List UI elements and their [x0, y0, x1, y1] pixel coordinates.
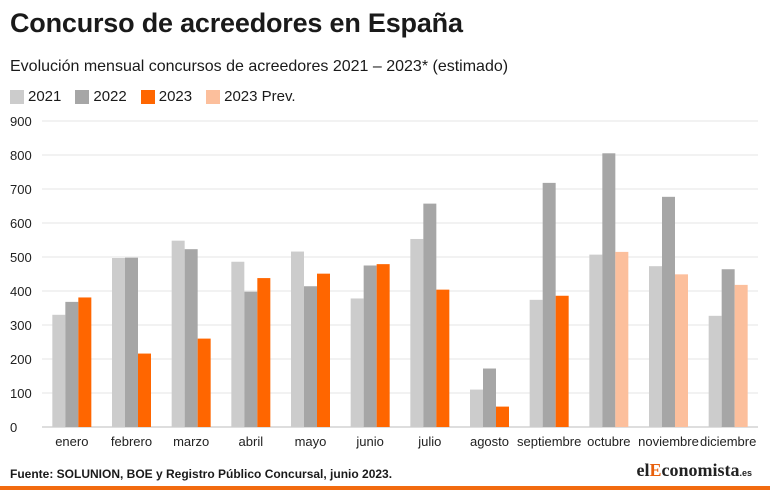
bar-2021-mayo	[291, 251, 304, 427]
legend-label: 2022	[93, 88, 127, 105]
bar-2022-abril	[244, 291, 258, 427]
legend-label: 2021	[28, 88, 62, 105]
eleconomista-logo: elEconomista.es	[636, 460, 752, 480]
bar-2022-diciembre	[721, 269, 735, 427]
y-tick-label: 100	[10, 386, 32, 401]
bar-2021-abril	[231, 261, 245, 427]
bar-2023-junio	[376, 264, 390, 427]
x-tick-label: diciembre	[700, 434, 756, 449]
bottom-accent-bar	[0, 486, 770, 490]
chart-subtitle: Evolución mensual concursos de acreedore…	[10, 58, 509, 75]
legend-swatch	[75, 89, 90, 104]
legend-swatch	[206, 89, 221, 104]
x-tick-label: julio	[417, 434, 441, 449]
bar-2023-prev.-octubre	[615, 251, 629, 427]
x-tick-label: junio	[355, 434, 383, 449]
bar-2023-abril	[257, 278, 271, 427]
x-tick-label: febrero	[111, 434, 152, 449]
x-tick-label: septiembre	[517, 434, 581, 449]
chart-legend: 2021 2022 2023 2023 Prev.	[10, 88, 310, 105]
bar-2021-agosto	[470, 389, 483, 427]
bar-2022-marzo	[184, 249, 198, 427]
bar-2021-julio	[410, 238, 424, 427]
legend-label: 2023	[158, 88, 193, 105]
x-tick-label: agosto	[470, 434, 509, 449]
bar-2022-agosto	[483, 368, 496, 427]
y-tick-label: 400	[10, 284, 32, 299]
bar-2021-septiembre	[529, 299, 543, 427]
bar-2021-diciembre	[708, 315, 722, 427]
bar-2021-marzo	[171, 240, 185, 427]
bar-2023-prev.-diciembre	[734, 284, 748, 427]
y-tick-label: 800	[10, 148, 32, 163]
bar-2022-julio	[423, 203, 437, 427]
bar-2023-enero	[78, 297, 92, 427]
legend-item-2023: 2023	[140, 88, 193, 105]
bar-2023-febrero	[138, 353, 151, 427]
bar-2023-julio	[436, 289, 450, 427]
x-tick-label: mayo	[295, 434, 327, 449]
bar-2023-septiembre	[555, 295, 569, 427]
legend-swatch	[10, 89, 24, 104]
bar-2021-octubre	[589, 254, 603, 427]
bar-2022-septiembre	[542, 182, 556, 427]
y-tick-label: 200	[10, 352, 32, 367]
x-tick-label: octubre	[587, 434, 630, 449]
y-tick-label: 600	[10, 216, 32, 231]
bar-2021-febrero	[112, 258, 125, 427]
y-tick-label: 900	[10, 114, 32, 129]
bar-2022-mayo	[304, 286, 317, 427]
bar-2022-enero	[65, 301, 79, 427]
bar-2021-enero	[52, 314, 66, 427]
bar-2023-prev.-noviembre	[675, 274, 688, 427]
y-tick-label: 300	[10, 318, 32, 333]
bar-2021-junio	[350, 298, 364, 427]
x-tick-label: enero	[55, 434, 88, 449]
legend-item-2023-prev: 2023 Prev.	[206, 88, 296, 105]
source-note: Fuente: SOLUNION, BOE y Registro Público…	[10, 467, 393, 481]
y-tick-label: 0	[10, 420, 17, 435]
legend-label: 2023 Prev.	[224, 88, 296, 105]
bar-2022-junio	[363, 265, 377, 427]
bar-2022-noviembre	[662, 196, 675, 427]
y-tick-label: 700	[10, 182, 32, 197]
legend-item-2021: 2021	[10, 88, 61, 105]
bar-2022-febrero	[125, 257, 138, 427]
bar-2023-marzo	[197, 338, 211, 427]
bar-2021-noviembre	[649, 266, 662, 427]
y-tick-label: 500	[10, 250, 32, 265]
x-tick-label: noviembre	[638, 434, 699, 449]
x-tick-label: marzo	[173, 434, 209, 449]
bar-chart: 0 100 200 300 400 500 600 700 800 900 enero febrero…	[10, 114, 758, 449]
x-tick-label: abril	[239, 434, 264, 449]
bar-2023-agosto	[496, 406, 509, 427]
legend-item-2022: 2022	[75, 88, 127, 105]
legend-swatch	[140, 89, 155, 104]
bar-2023-mayo	[317, 273, 330, 427]
bar-2022-octubre	[602, 153, 616, 428]
chart-title: Concurso de acreedores en España	[10, 8, 463, 38]
